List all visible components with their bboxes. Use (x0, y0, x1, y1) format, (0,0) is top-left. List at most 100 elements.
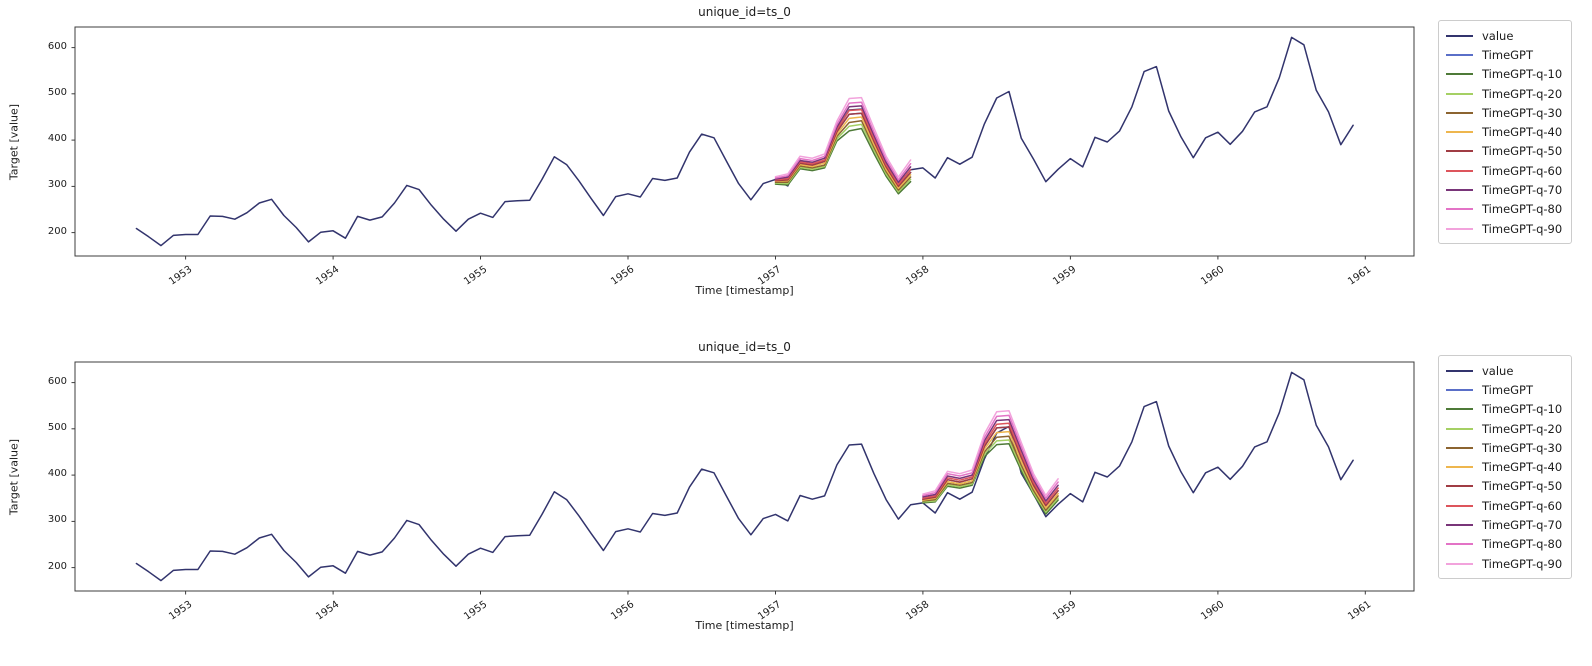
y-tick-label: 400 (47, 133, 67, 145)
series-line-TimeGPT-q-60 (922, 422, 1059, 505)
legend-label: TimeGPT-q-80 (1482, 537, 1563, 552)
series-line-TimeGPT-q-10 (922, 442, 1059, 515)
legend-label: TimeGPT-q-40 (1482, 125, 1563, 140)
legend-entry: TimeGPT-q-40 (1446, 122, 1562, 141)
legend-label: TimeGPT-q-60 (1482, 163, 1563, 178)
legend-line-swatch (1446, 169, 1473, 172)
legend-entry: TimeGPT-q-80 (1446, 200, 1562, 219)
series-line-TimeGPT-q-20 (922, 439, 1059, 513)
legend-entry: TimeGPT-q-40 (1446, 457, 1562, 476)
legend: value TimeGPT TimeGPT-q-10 TimeGPT-q-20 Time… (1438, 355, 1573, 580)
series-line-TimeGPT-q-70 (774, 105, 912, 183)
chart-title: unique_id=ts_0 (698, 340, 791, 354)
y-tick-label: 500 (47, 86, 67, 98)
legend-entry: TimeGPT-q-20 (1446, 419, 1562, 438)
series-line-TimeGPT-q-20 (774, 123, 912, 193)
legend-entry: TimeGPT-q-30 (1446, 103, 1562, 122)
legend-label: TimeGPT-q-20 (1482, 421, 1563, 436)
series-line-TimeGPT-q-40 (774, 116, 912, 189)
legend-entry: TimeGPT-q-30 (1446, 438, 1562, 457)
legend-entry: TimeGPT-q-90 (1446, 219, 1562, 238)
series-line-TimeGPT-q-50 (922, 426, 1059, 507)
x-axis-label: Time [timestamp] (695, 284, 794, 297)
legend-line-swatch (1446, 150, 1473, 153)
legend: value TimeGPT TimeGPT-q-10 TimeGPT-q-20 Time… (1438, 20, 1573, 245)
legend-label: TimeGPT-q-40 (1482, 460, 1563, 475)
y-tick-label: 200 (47, 225, 67, 237)
series-line-TimeGPT-q-80 (774, 101, 912, 181)
legend-entry: value (1446, 361, 1562, 380)
legend-line-swatch (1446, 53, 1473, 56)
y-axis-label: Target [value] (7, 438, 21, 515)
y-tick-label: 300 (47, 514, 67, 526)
legend-entry: TimeGPT (1446, 380, 1562, 399)
series-line-TimeGPT-q-10 (774, 127, 912, 195)
y-tick-label: 600 (47, 375, 67, 387)
legend-label: TimeGPT-q-90 (1482, 556, 1563, 571)
y-tick-label: 200 (47, 560, 67, 572)
legend-line-swatch (1446, 446, 1473, 449)
legend-line-swatch (1446, 388, 1473, 391)
series-line-TimeGPT-q-30 (922, 435, 1059, 512)
legend-label: TimeGPT-q-10 (1482, 402, 1563, 417)
legend-line-swatch (1446, 524, 1473, 527)
legend-line-swatch (1446, 485, 1473, 488)
legend-line-swatch (1446, 466, 1473, 469)
legend-line-swatch (1446, 369, 1473, 372)
legend-entry: TimeGPT-q-60 (1446, 496, 1562, 515)
legend-label: TimeGPT-q-70 (1482, 183, 1563, 198)
legend-label: TimeGPT-q-90 (1482, 221, 1563, 236)
legend-label: value (1482, 28, 1514, 43)
series-line-TimeGPT-q-90 (922, 410, 1059, 497)
series-line-TimeGPT-q-50 (774, 112, 912, 188)
series-line-TimeGPT-q-30 (774, 119, 912, 191)
legend-line-swatch (1446, 227, 1473, 230)
y-tick-label: 500 (47, 421, 67, 433)
legend-entry: TimeGPT-q-70 (1446, 180, 1562, 199)
legend-line-swatch (1446, 504, 1473, 507)
legend-entry: TimeGPT-q-20 (1446, 84, 1562, 103)
legend-label: TimeGPT (1482, 47, 1534, 62)
legend-entry: TimeGPT-q-90 (1446, 554, 1562, 573)
legend-entry: TimeGPT-q-10 (1446, 400, 1562, 419)
legend-label: TimeGPT-q-50 (1482, 479, 1563, 494)
legend-entry: value (1446, 26, 1562, 45)
legend-label: TimeGPT (1482, 382, 1534, 397)
legend-label: TimeGPT-q-60 (1482, 498, 1563, 513)
legend-label: value (1482, 363, 1514, 378)
series-line-value (135, 36, 1354, 247)
legend-entry: TimeGPT-q-50 (1446, 477, 1562, 496)
series-line-TimeGPT-q-40 (922, 430, 1059, 509)
legend-label: TimeGPT-q-10 (1482, 67, 1563, 82)
legend-label: TimeGPT-q-50 (1482, 144, 1563, 159)
legend-line-swatch (1446, 111, 1473, 114)
chart-title: unique_id=ts_0 (698, 5, 791, 19)
series-line-TimeGPT-q-80 (922, 414, 1059, 499)
series-line-value (135, 371, 1354, 582)
legend-entry: TimeGPT-q-50 (1446, 142, 1562, 161)
legend-label: TimeGPT-q-70 (1482, 518, 1563, 533)
x-axis-label: Time [timestamp] (695, 619, 794, 632)
legend-line-swatch (1446, 408, 1473, 411)
series-line-TimeGPT-q-90 (774, 96, 912, 178)
plot-area (71, 361, 1415, 595)
chart-panel-bottom: unique_id=ts_0 Target [value] Time [time… (0, 333, 1592, 666)
legend-line-swatch (1446, 189, 1473, 192)
y-axis-label: Target [value] (7, 103, 21, 180)
legend-line-swatch (1446, 543, 1473, 546)
legend-line-swatch (1446, 562, 1473, 565)
legend-line-swatch (1446, 427, 1473, 430)
legend-label: TimeGPT-q-20 (1482, 86, 1563, 101)
legend-line-swatch (1446, 208, 1473, 211)
legend-line-swatch (1446, 34, 1473, 37)
legend-line-swatch (1446, 92, 1473, 95)
y-tick-label: 400 (47, 468, 67, 480)
legend-label: TimeGPT-q-80 (1482, 202, 1563, 217)
legend-line-swatch (1446, 131, 1473, 134)
legend-label: TimeGPT-q-30 (1482, 440, 1563, 455)
series-line-TimeGPT-q-60 (774, 108, 912, 186)
legend-entry: TimeGPT-q-70 (1446, 515, 1562, 534)
legend-entry: TimeGPT-q-80 (1446, 535, 1562, 554)
plot-area (71, 26, 1415, 260)
legend-entry: TimeGPT-q-60 (1446, 161, 1562, 180)
